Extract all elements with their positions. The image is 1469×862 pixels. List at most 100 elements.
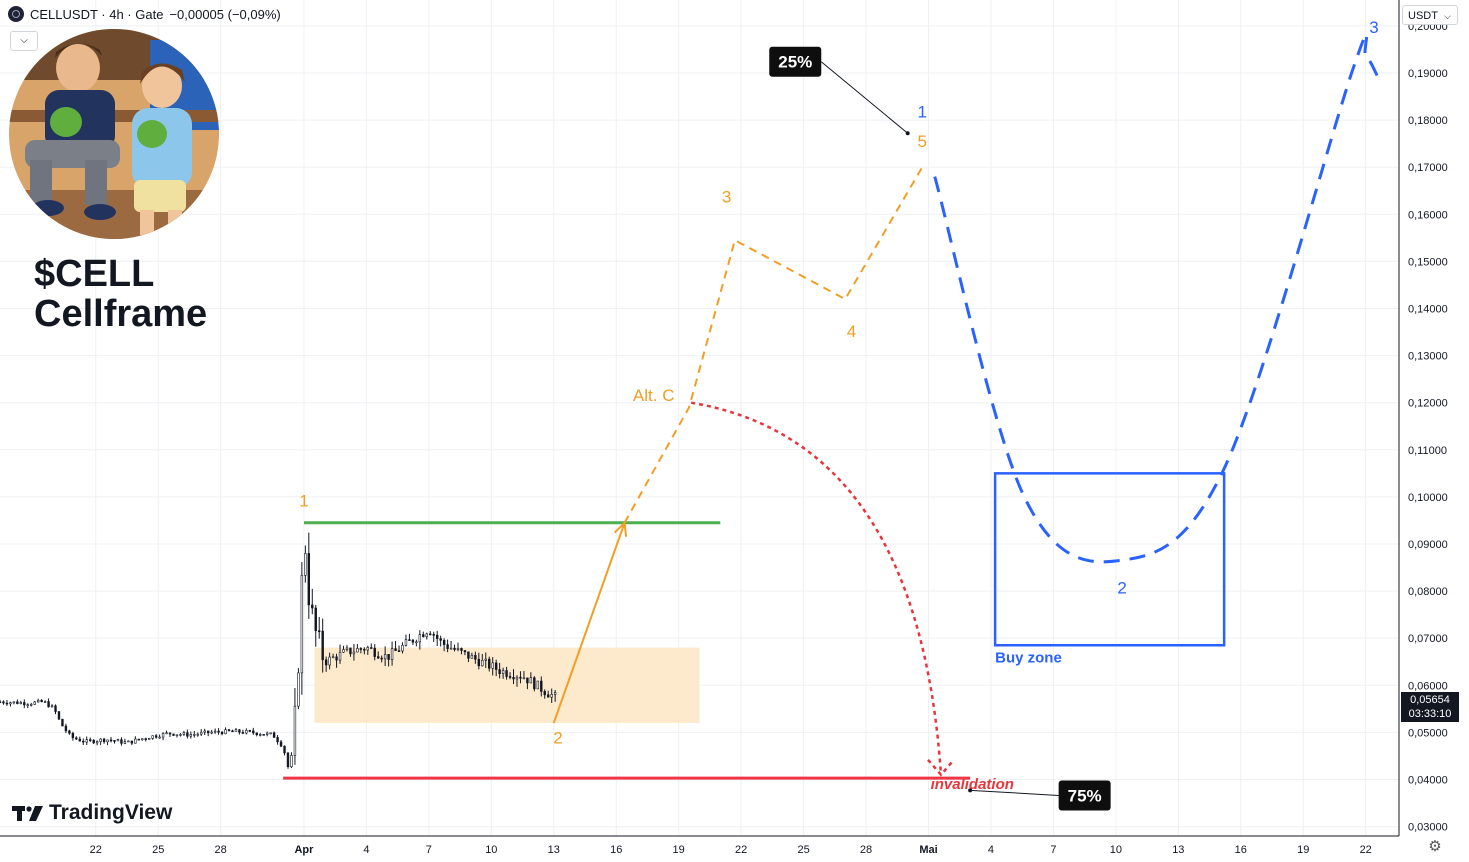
candle-body xyxy=(467,651,470,659)
candle-body xyxy=(241,731,245,734)
candle-body xyxy=(533,677,536,690)
candle-body xyxy=(297,672,300,707)
wave-label: 3 xyxy=(1369,18,1378,37)
y-tick-label: 0,19000 xyxy=(1408,68,1448,80)
candle-body xyxy=(460,648,463,651)
candle-body xyxy=(505,670,508,677)
candle-body xyxy=(189,734,193,737)
candle-body xyxy=(120,739,123,744)
candle-body xyxy=(89,739,92,741)
candle-body xyxy=(304,553,307,576)
symbol-title[interactable]: CELLUSDT · 4h · Gate xyxy=(30,6,164,22)
candle-body xyxy=(252,730,255,734)
candle-body xyxy=(321,630,324,661)
candle-body xyxy=(161,733,165,738)
candle-body xyxy=(61,718,64,727)
candle-body xyxy=(380,657,383,660)
asset-title: $CELL Cellframe xyxy=(34,254,207,334)
callout-label: 75% xyxy=(1068,786,1102,805)
candle-body xyxy=(248,730,252,732)
candle-body xyxy=(217,730,220,733)
currency-select[interactable]: USDT ⌵ xyxy=(1402,5,1458,25)
candle-body xyxy=(397,650,401,652)
y-tick-label: 0,18000 xyxy=(1408,115,1448,127)
chevron-down-icon[interactable]: ⌵ xyxy=(10,31,38,51)
candle-body xyxy=(488,658,491,669)
candle-body xyxy=(515,676,519,680)
candle-body xyxy=(345,647,349,650)
y-tick-label: 0,16000 xyxy=(1408,209,1448,221)
candle-body xyxy=(328,656,331,666)
candle-body xyxy=(307,553,311,606)
currency-select-value: USDT xyxy=(1408,10,1438,22)
candle-body xyxy=(435,634,439,639)
candle-body xyxy=(26,704,29,707)
candle-body xyxy=(383,654,387,660)
candle-body xyxy=(338,651,342,661)
chevron-down-icon: ⌵ xyxy=(1444,11,1451,21)
candle-body xyxy=(92,739,95,744)
candle-body xyxy=(498,669,501,674)
candle-body xyxy=(33,701,36,705)
y-tick-label: 0,05000 xyxy=(1408,727,1448,739)
y-tick-label: 0,08000 xyxy=(1408,586,1448,598)
x-tick-label: 28 xyxy=(215,844,227,856)
callout-anchor xyxy=(968,788,973,793)
candle-body xyxy=(36,699,40,703)
x-tick-label: 13 xyxy=(548,844,560,856)
candle-body xyxy=(432,634,435,636)
candle-body xyxy=(245,730,248,734)
candle-body xyxy=(165,732,168,735)
candle-body xyxy=(331,656,335,659)
gear-icon[interactable]: ⚙ xyxy=(1428,838,1442,855)
y-tick-label: 0,07000 xyxy=(1408,633,1448,645)
x-tick-label: 28 xyxy=(860,844,872,856)
x-tick-label: 16 xyxy=(610,844,622,856)
callout-box xyxy=(1058,780,1111,811)
candle-body xyxy=(519,676,522,679)
tradingview-logo[interactable]: TradingView xyxy=(12,801,172,825)
candle-body xyxy=(0,701,2,704)
y-tick-label: 0,06000 xyxy=(1408,680,1448,692)
callout-label: 25% xyxy=(778,53,812,72)
candle-body xyxy=(227,729,231,732)
candle-body xyxy=(293,705,297,756)
time-axis[interactable]: 22 25 28 Apr 4 7 10 13 16 19 22 25 28 Mai 4 7 10 13 16 19 22 xyxy=(90,844,1372,856)
arrow-head xyxy=(927,758,955,777)
candle-body xyxy=(75,737,78,740)
x-tick-label: 22 xyxy=(90,844,102,856)
x-tick-label: 22 xyxy=(1360,844,1372,856)
candle-body xyxy=(342,649,345,653)
candle-body xyxy=(231,730,234,733)
candle-body xyxy=(54,705,57,712)
x-tick-label: 19 xyxy=(1297,844,1309,856)
candle-body xyxy=(335,656,338,661)
candle-body xyxy=(318,630,321,633)
x-tick-label: 19 xyxy=(673,844,685,856)
candle-body xyxy=(456,648,460,650)
candle-body xyxy=(262,734,265,736)
ticker-label: $CELL xyxy=(34,253,155,295)
candle-body xyxy=(324,659,328,666)
y-tick-label: 0,10000 xyxy=(1408,492,1448,504)
candle-body xyxy=(408,639,411,641)
candle-body xyxy=(547,694,550,698)
candle-body xyxy=(47,701,50,708)
candle-body xyxy=(5,702,9,705)
candle-body xyxy=(359,648,363,650)
wave-label: 3 xyxy=(722,188,731,207)
project-name: Cellframe xyxy=(34,293,208,335)
y-tick-label: 0,03000 xyxy=(1408,822,1448,834)
price-axis[interactable]: 0,03000 0,04000 0,05000 0,06000 0,07000 0,080… xyxy=(1408,21,1448,834)
candle-body xyxy=(82,740,85,743)
candle-body xyxy=(272,732,276,738)
candle-body xyxy=(175,734,179,737)
candle-body xyxy=(144,738,147,740)
candle-body xyxy=(401,645,404,652)
candle-body xyxy=(193,734,196,736)
x-tick-label: 25 xyxy=(797,844,809,856)
candle-body xyxy=(85,739,88,743)
x-tick-label: 25 xyxy=(152,844,164,856)
tradingview-icon xyxy=(12,805,43,821)
